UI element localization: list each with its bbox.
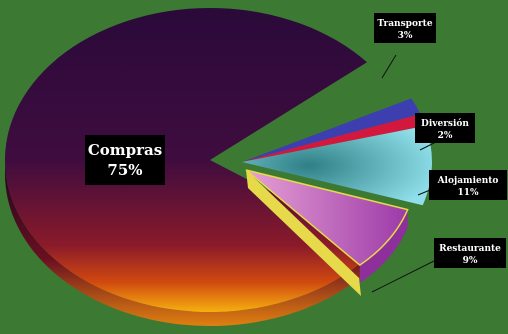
- slice-diversion: [242, 114, 426, 162]
- slice-compras: [4, 8, 378, 313]
- label-compras: Compras 75%: [85, 135, 165, 185]
- slice-restaurante-face: [246, 170, 361, 296]
- leader-line: [371, 257, 441, 293]
- leader-line: [417, 189, 431, 196]
- label-box: [415, 113, 475, 143]
- label-value: 75%: [107, 161, 142, 179]
- label-name: Compras: [88, 141, 162, 159]
- slice-restaurante: [245, 169, 409, 267]
- label-transporte: Transporte 3%: [374, 13, 436, 79]
- label-value: 3%: [398, 31, 413, 41]
- pie-slices: [4, 8, 432, 326]
- slice-restaurante-side: [359, 209, 408, 284]
- label-name: Alojamiento: [437, 176, 499, 186]
- label-diversin: Diversión 2%: [415, 113, 475, 151]
- label-value: 11%: [457, 188, 479, 198]
- label-value: 2%: [438, 131, 453, 141]
- label-value: 9%: [463, 256, 478, 266]
- label-restaurante: Restaurante 9%: [371, 238, 506, 293]
- leader-line: [381, 54, 397, 79]
- slice-alojamiento: [242, 125, 432, 206]
- label-alojamiento: Alojamiento 11%: [417, 170, 507, 200]
- label-box: [374, 13, 436, 43]
- label-name: Diversión: [421, 118, 469, 129]
- slice-transporte: [242, 98, 421, 162]
- pie-labels: Compras 75% Transporte 3% Diversión 2% Alojami…: [85, 13, 507, 293]
- label-name: Restaurante: [439, 244, 501, 254]
- label-box: [429, 170, 507, 200]
- label-box: [434, 238, 506, 268]
- label-box: [85, 135, 165, 185]
- label-name: Transporte: [377, 19, 432, 29]
